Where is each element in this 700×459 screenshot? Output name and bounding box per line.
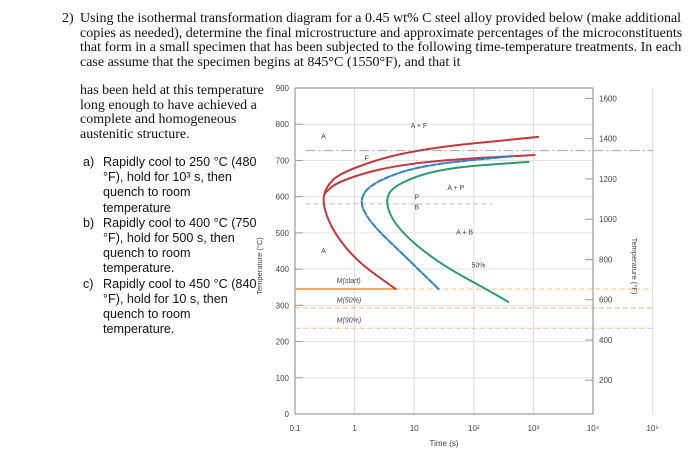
annotation-label: 50% xyxy=(472,262,486,269)
y-axis-label: Temperature (°C) xyxy=(255,237,264,295)
x-tick-label: 0.1 xyxy=(289,424,301,433)
item-text: Rapidly cool to 450 °C (840 °F), hold fo… xyxy=(103,276,257,337)
item-label: c) xyxy=(83,276,94,291)
item-text: Rapidly cool to 400 °C (750 °F), hold fo… xyxy=(103,215,257,276)
y-right-axis-label: Temperature (°F) xyxy=(630,238,639,295)
y-right-tick-label: 200 xyxy=(599,376,613,385)
annotation-label: A xyxy=(321,134,326,141)
x-tick-label: 10⁵ xyxy=(646,424,658,433)
y-right-tick-label: 1400 xyxy=(599,135,617,144)
treatment-item-b: b) Rapidly cool to 400 °C (750 °F), hold … xyxy=(80,216,260,277)
item-label: a) xyxy=(83,155,95,169)
x-tick-label: 1 xyxy=(352,424,357,433)
x-tick-label: 10⁴ xyxy=(587,424,600,433)
annotation-label: M(90%) xyxy=(337,318,362,325)
annotation-label: A + F xyxy=(411,123,428,130)
curve-ferrite xyxy=(324,154,536,195)
annotation-label: P xyxy=(414,195,419,202)
x-tick-label: 10 xyxy=(410,424,419,433)
y-right-tick-label: 1200 xyxy=(599,175,617,184)
annotation-label: A + B xyxy=(456,230,473,237)
question-intro: Using the isothermal transformation diag… xyxy=(80,11,683,70)
y-tick-label: 400 xyxy=(276,265,290,274)
y-tick-label: 0 xyxy=(285,410,290,419)
y-tick-label: 900 xyxy=(276,84,290,93)
y-right-tick-label: 800 xyxy=(599,255,613,264)
plot-frame xyxy=(294,87,594,415)
y-tick-label: 100 xyxy=(276,374,290,383)
item-label: b) xyxy=(83,215,95,230)
curve-fifty xyxy=(360,155,515,291)
x-axis-label: Time (s) xyxy=(429,439,458,448)
annotation-label: A xyxy=(321,248,326,255)
y-tick-label: 300 xyxy=(276,301,290,310)
y-tick-label: 700 xyxy=(276,156,290,165)
curve-finish xyxy=(386,160,530,304)
treatment-list: a) Rapidly cool to 250 °C (480 °F), hold … xyxy=(80,155,260,337)
y-tick-label: 200 xyxy=(276,338,290,347)
annotation-label: M(50%) xyxy=(337,297,362,304)
y-tick-label: 500 xyxy=(276,229,290,238)
y-tick-label: 600 xyxy=(276,193,290,202)
question-number: 2) xyxy=(62,11,74,26)
question-intro-continued: has been held at this temperature long e… xyxy=(80,83,264,142)
treatment-item-a: a) Rapidly cool to 250 °C (480 °F), hold … xyxy=(80,155,260,216)
y-tick-label: 800 xyxy=(276,120,290,129)
x-tick-label: 10³ xyxy=(528,424,540,433)
y-right-tick-label: 1000 xyxy=(599,215,617,224)
annotation-label: M(start) xyxy=(337,278,361,285)
y-right-tick-label: 600 xyxy=(599,296,613,305)
y-right-tick-label: 1600 xyxy=(599,94,617,103)
annotation-label: B xyxy=(414,204,419,211)
item-text: Rapidly cool to 250 °C (480 °F), hold fo… xyxy=(103,155,257,215)
annotation-label: F xyxy=(365,155,369,162)
curve-start xyxy=(322,135,540,291)
annotation-label: A + P xyxy=(447,185,464,192)
x-tick-label: 10² xyxy=(468,424,480,433)
treatment-item-c: c) Rapidly cool to 450 °C (840 °F), hold … xyxy=(80,277,260,338)
y-right-tick-label: 400 xyxy=(599,336,613,345)
